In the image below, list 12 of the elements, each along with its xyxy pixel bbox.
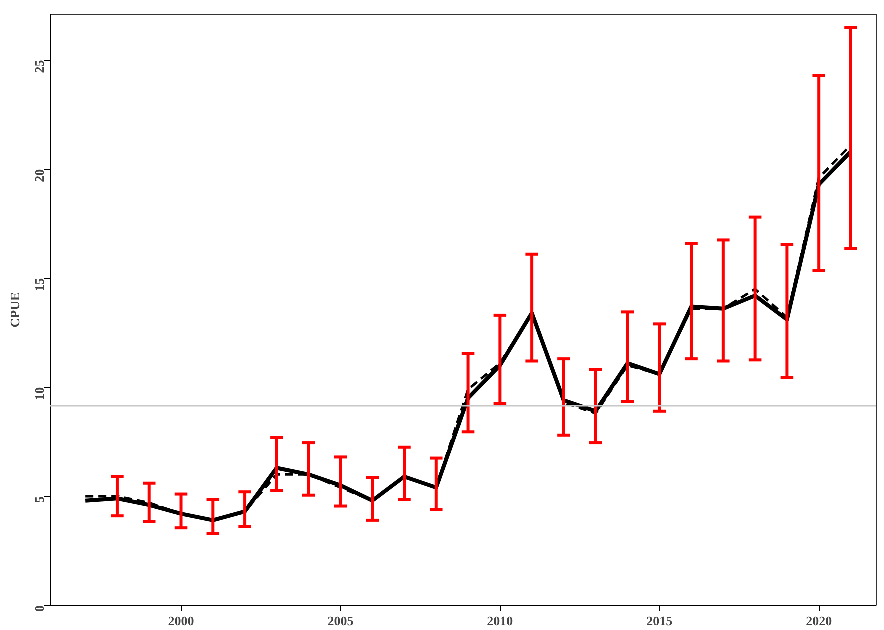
y-tick-label: 25 bbox=[32, 60, 47, 74]
y-tick-label: 10 bbox=[32, 387, 47, 400]
x-tick-label: 2005 bbox=[328, 614, 354, 628]
y-tick-label: 5 bbox=[32, 496, 47, 503]
x-tick-label: 2020 bbox=[806, 614, 832, 628]
y-tick-label: 0 bbox=[32, 606, 47, 612]
y-axis-title: CPUE bbox=[8, 292, 22, 328]
y-tick-label: 15 bbox=[32, 278, 47, 292]
x-tick-label: 2015 bbox=[646, 614, 674, 628]
x-tick-label: 2000 bbox=[168, 614, 194, 628]
y-tick-label: 20 bbox=[32, 169, 47, 182]
x-tick-label: 2010 bbox=[487, 614, 514, 628]
